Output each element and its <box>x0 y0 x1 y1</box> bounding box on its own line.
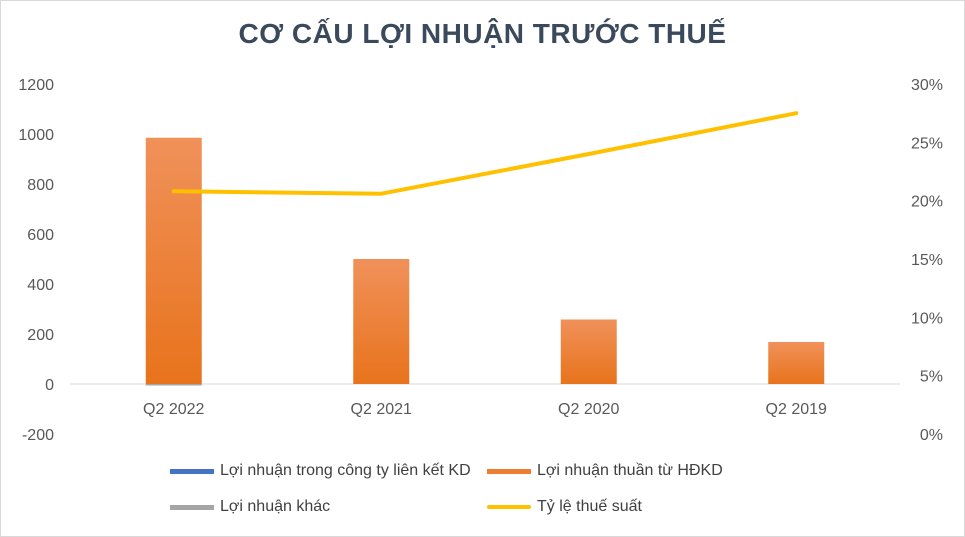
x-tick-label: Q2 2022 <box>143 401 204 418</box>
y-left-tick-label: 200 <box>27 327 54 344</box>
x-tick-label: Q2 2020 <box>558 401 619 418</box>
series-line-tax-rate <box>171 111 799 196</box>
bar-l-i-nhu-n-thu-n-t-h-kd <box>560 319 617 384</box>
bar-l-i-nhu-n-thu-n-t-h-kd <box>145 137 202 384</box>
legend-item-other-profit[interactable]: Lợi nhuận khác <box>170 498 330 516</box>
legend-swatch-other-profit <box>170 504 214 510</box>
y-right-tick-label: 10% <box>911 310 943 327</box>
y-left-tick-label: 1000 <box>18 127 54 144</box>
x-tick-label: Q2 2019 <box>766 401 827 418</box>
legend-label-tax-rate: Tỷ lệ thuế suất <box>537 498 642 515</box>
legend-label-associates: Lợi nhuận trong công ty liên kết KD <box>220 462 471 479</box>
y-left-tick-label: 800 <box>27 177 54 194</box>
bar-l-i-nhu-n-thu-n-t-h-kd <box>353 259 410 384</box>
bar-l-i-nhu-n-thu-n-t-h-kd <box>768 342 825 384</box>
y-right-tick-label: 30% <box>911 77 943 94</box>
legend-item-tax-rate[interactable]: Tỷ lệ thuế suất <box>487 498 642 516</box>
chart-title: CƠ CẤU LỢI NHUẬN TRƯỚC THUẾ <box>238 18 727 49</box>
legend-swatch-associates <box>170 468 214 474</box>
y-right-tick-label: 15% <box>911 252 943 269</box>
y-left-tick-label: 0 <box>45 377 54 394</box>
y-left-tick-label: 400 <box>27 277 54 294</box>
bar-l-i-nhu-n-kh-c <box>145 384 202 386</box>
y-left-tick-label: 600 <box>27 227 54 244</box>
legend-swatch-operating-profit <box>487 468 531 474</box>
legend-label-operating-profit: Lợi nhuận thuần từ HĐKD <box>537 462 723 479</box>
x-tick-label: Q2 2021 <box>351 401 412 418</box>
y-right-tick-label: 25% <box>911 135 943 152</box>
y-left-tick-label: 1200 <box>18 77 54 94</box>
legend-item-operating-profit[interactable]: Lợi nhuận thuần từ HĐKD <box>487 462 723 480</box>
y-left-tick-label: -200 <box>22 427 54 444</box>
legend-swatch-tax-rate <box>487 505 531 509</box>
y-right-tick-label: 5% <box>920 369 943 386</box>
y-right-tick-label: 20% <box>911 194 943 211</box>
y-right-tick-label: 0% <box>920 427 943 444</box>
legend-item-associates[interactable]: Lợi nhuận trong công ty liên kết KD <box>170 462 471 480</box>
legend-label-other-profit: Lợi nhuận khác <box>220 498 331 515</box>
